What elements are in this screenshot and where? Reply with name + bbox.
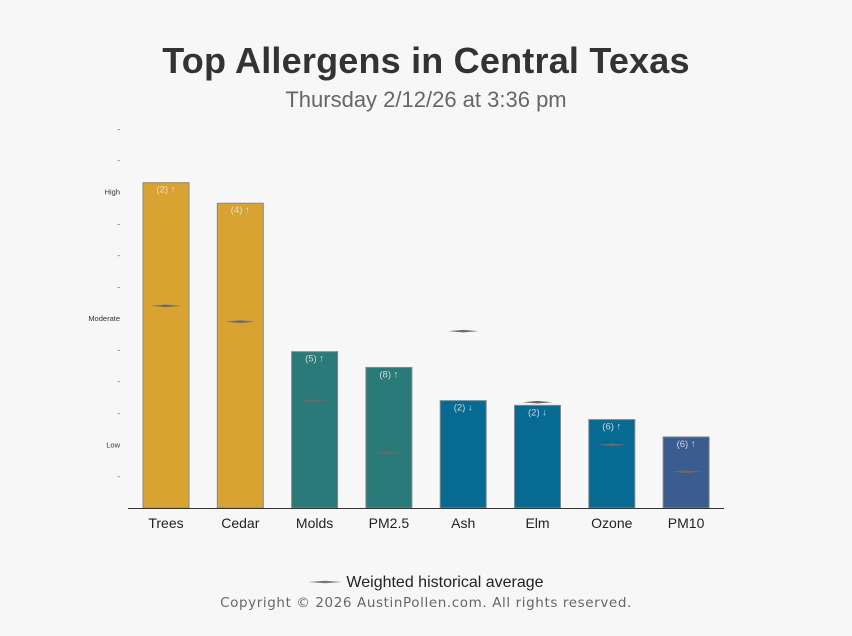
x-tick-label: Ash — [451, 515, 475, 531]
y-tick-label: - — [118, 219, 121, 228]
bar-trees — [142, 182, 190, 509]
chart-subtitle: Thursday 2/12/26 at 3:36 pm — [285, 87, 567, 112]
bar-ash — [439, 400, 487, 509]
y-tick-label: - — [118, 472, 121, 481]
y-tick-label: Low — [106, 440, 120, 449]
y-tick-label: - — [118, 125, 121, 134]
y-tick-label: - — [118, 409, 121, 418]
historical-average-marker — [225, 320, 256, 323]
x-tick-label: Ozone — [591, 515, 632, 531]
x-tick-label: Cedar — [221, 515, 259, 531]
historical-average-marker — [671, 470, 702, 473]
bar-cedar — [216, 202, 264, 509]
bar-data-label: (2) ↑ — [157, 185, 176, 196]
bar-data-label: (8) ↑ — [379, 369, 398, 380]
copyright-text: Copyright © 2026 AustinPollen.com. All r… — [220, 595, 632, 611]
x-tick-label: Molds — [296, 515, 333, 531]
bar-data-label: (5) ↑ — [305, 354, 324, 365]
legend-label: Weighted historical average — [346, 574, 544, 591]
chart-legend: Weighted historical average — [0, 574, 852, 592]
x-tick-label: PM10 — [668, 515, 705, 531]
bar-elm — [514, 404, 561, 509]
bar-data-label: (2) ↓ — [528, 407, 547, 418]
bar-molds — [291, 351, 339, 509]
chart-title: Top Allergens in Central Texas — [162, 40, 690, 81]
historical-average-marker — [522, 400, 553, 404]
historical-average-marker — [299, 399, 330, 402]
x-tick-label: Elm — [525, 515, 549, 531]
bar-ozone — [588, 419, 636, 509]
y-tick-label: High — [105, 188, 120, 197]
historical-average-swatch-icon — [308, 580, 343, 583]
bar-data-label: (2) ↓ — [454, 403, 473, 414]
historical-average-marker — [373, 451, 404, 455]
historical-average-marker — [151, 304, 181, 308]
historical-average-marker — [448, 329, 479, 333]
bar-data-label: (6) ↑ — [602, 422, 621, 433]
x-tick-label: Trees — [148, 515, 183, 531]
y-tick-label: Moderate — [88, 314, 120, 323]
y-tick-label: - — [118, 251, 121, 260]
historical-average-marker — [596, 443, 627, 447]
bar-pm2-5 — [365, 366, 413, 509]
bar-data-label: (4) ↑ — [231, 205, 250, 216]
bar-data-label: (6) ↑ — [677, 439, 696, 450]
y-tick-label: - — [118, 282, 121, 291]
y-tick-label: - — [118, 156, 121, 165]
y-tick-label: - — [118, 346, 121, 355]
x-tick-label: PM2.5 — [369, 515, 410, 531]
y-tick-label: - — [118, 377, 121, 386]
